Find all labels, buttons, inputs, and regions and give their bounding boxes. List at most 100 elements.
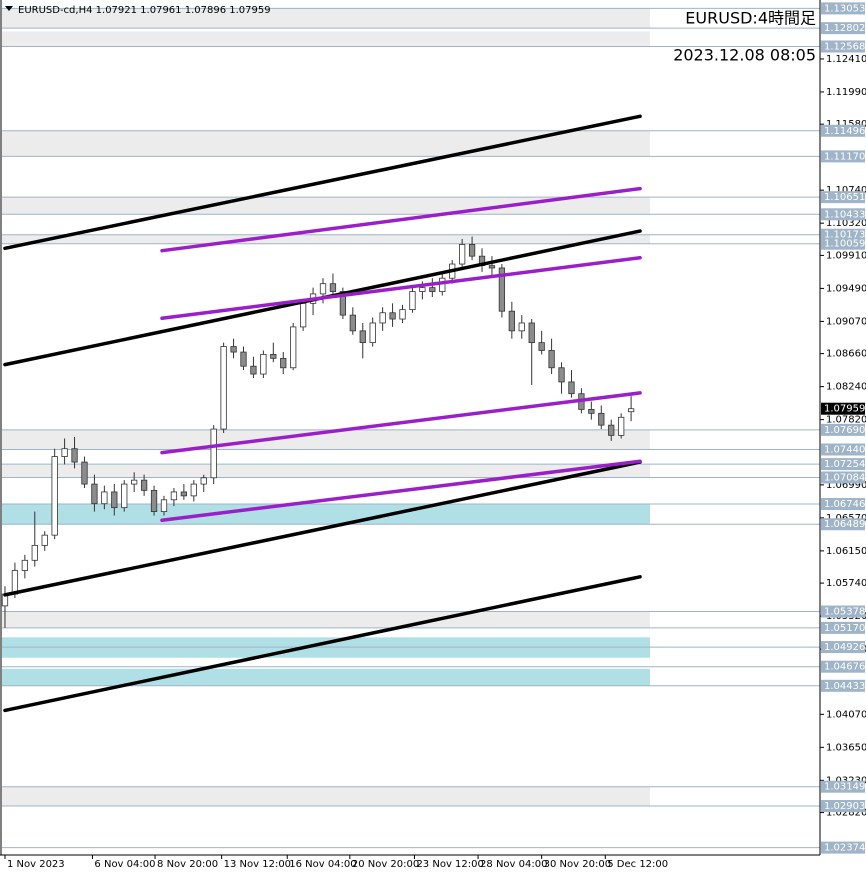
level-label: 1.07254 [824,459,865,470]
level-label: 1.11496 [824,126,865,137]
y-tick-label: 1.02820 [826,808,866,819]
x-tick-label: 30 Nov 20:00 [544,859,611,870]
candle-body [429,287,436,292]
level-label: 1.07440 [824,445,865,456]
candle-body [220,346,227,430]
y-tick-label: 1.09490 [826,283,866,294]
candle-body [270,354,277,359]
candle-body [588,409,595,414]
level-label: 1.02374 [824,843,865,854]
level-label-box [821,208,865,221]
candle-body [131,479,138,485]
level-label: 1.04433 [824,681,865,692]
trend-line [3,460,642,597]
zone [2,429,650,450]
level-label: 1.04926 [824,642,865,653]
candle-body [419,287,426,292]
zone [2,786,650,807]
level-label-box [821,780,865,793]
current-price-label: 1.07959 [824,404,865,415]
menu-icon [5,6,13,11]
y-tick-label: 1.09910 [826,250,866,261]
candle-body [200,477,207,485]
candle-body [91,483,98,505]
level-label: 1.05378 [824,607,865,618]
candle-body [538,342,545,351]
candle-body [250,365,257,375]
x-tick-label: 5 Dec 12:00 [607,859,668,870]
candle-body [240,351,247,367]
candle-body [61,448,68,457]
candle-body [260,354,267,375]
level-label: 1.06489 [824,519,865,530]
trend-line [3,114,642,251]
y-tick-label: 1.12410 [826,54,866,65]
y-tick-label: 1.03650 [826,742,866,753]
candle-body [568,381,575,395]
y-tick-label: 1.10740 [826,185,866,196]
level-label-box [821,40,865,53]
candle-body [488,265,496,269]
candle-body [31,544,38,561]
candle-body [508,310,515,332]
candle-body [548,350,555,369]
candle-body [51,456,58,536]
candle-body [170,491,178,501]
trend-line [160,459,642,522]
level-label-box [821,124,865,137]
y-tick-label: 1.08240 [826,382,866,393]
level-label: 1.05170 [824,623,865,634]
level-label-box [821,458,865,471]
y-tick-label: 1.11580 [826,119,866,130]
current-price-box [821,402,865,415]
candle-body [439,277,446,292]
level-label-box [821,800,865,813]
trend-line [3,575,642,713]
trend-line [160,256,642,321]
header: EURUSD-cd,H4 1.07921 1.07961 1.07896 1.0… [18,5,271,16]
level-label: 1.02903 [824,801,865,812]
candle-body [339,291,347,316]
level-label-box [821,191,865,204]
x-tick-label: 20 Nov 20:00 [352,859,419,870]
x-tick-label: 16 Nov 04:00 [289,859,356,870]
candle-body [121,483,128,509]
x-tick-label: 13 Nov 12:00 [224,859,291,870]
level-label-box [821,641,865,654]
trend-line [160,186,642,253]
y-tick-label: 1.07820 [826,415,866,426]
x-tick-label: 28 Nov 04:00 [480,859,547,870]
candle-body [299,302,307,328]
candle-body [498,267,506,312]
candle-body [389,312,396,320]
level-label: 1.07084 [824,472,865,483]
level-label-box [821,679,865,692]
level-label-box [821,605,865,618]
candle-body [627,408,635,413]
chart-title: EURUSD:4時間足 [685,9,816,28]
level-label-box [821,471,865,484]
y-tick-label: 1.11990 [826,87,866,98]
candle-body [150,489,158,512]
candle-body [21,559,28,571]
level-label: 1.12568 [824,42,865,53]
x-tick-label: 6 Nov 04:00 [94,859,155,870]
candle-body [41,534,48,546]
timestamp: 2023.12.08 08:05 [673,46,816,65]
level-label: 1.12802 [824,23,865,34]
y-tick-label: 1.04070 [826,709,866,720]
candle-body [468,243,476,257]
zone [2,668,650,686]
level-label-box [821,498,865,511]
candle-body [71,448,78,463]
candle-body [399,309,406,320]
candle-body [160,499,168,512]
level-label: 1.11170 [824,151,865,162]
trend-line [160,391,642,455]
zone [2,464,650,478]
candle-body [180,491,187,497]
level-label: 1.10059 [824,239,865,250]
candle-body [280,357,287,369]
level-label-box [821,660,865,673]
